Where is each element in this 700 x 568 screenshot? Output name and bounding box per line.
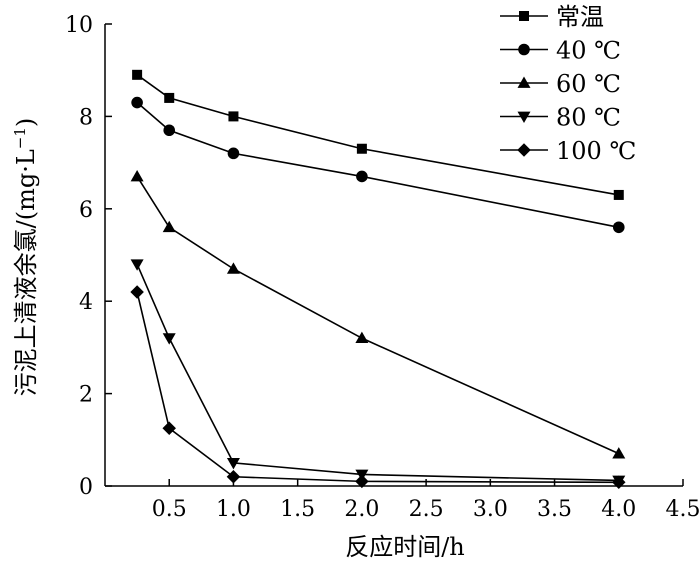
legend-item: 100 ℃ [500,137,636,165]
data-point [228,111,239,122]
legend-marker [517,76,531,88]
legend-item: 40 ℃ [500,37,621,65]
data-point [612,475,626,490]
series-line [136,101,619,229]
y-tick-label: 4 [79,290,93,315]
x-tick-label: 4.0 [601,497,636,522]
legend-label: 60 ℃ [556,70,621,98]
data-point [613,189,624,200]
data-point [163,124,176,137]
x-axis-title: 反应时间/h [345,533,465,561]
legend-label: 100 ℃ [556,137,636,165]
legend-marker [517,143,531,157]
series-line [136,291,619,484]
data-point [612,221,625,234]
series-4 [130,285,626,490]
y-tick-label: 6 [79,198,93,223]
legend-label: 40 ℃ [556,37,621,65]
y-tick-label: 0 [79,475,93,500]
x-tick-label: 2.0 [344,497,379,522]
data-point [132,69,143,80]
x-tick-label: 3.0 [473,497,508,522]
x-tick-label: 1.5 [280,497,315,522]
y-axis-title-exponent: −1 [11,127,29,149]
data-point [227,147,240,160]
y-tick-label: 10 [65,13,93,38]
legend-item: 60 ℃ [500,70,621,98]
data-point [162,421,176,435]
series-layer [130,69,626,490]
data-point [162,220,176,233]
data-point [130,169,144,182]
data-point [226,262,240,274]
axes: 0.5 1.0 1.5 2.0 2.5 3.0 3.5 4.0 4.5 0 2 4 6 8 10 [65,13,700,522]
x-tick-label: 2.5 [409,497,444,522]
legend-marker [517,111,531,123]
series-line [136,263,619,482]
legend-label: 常温 [556,3,604,31]
data-point [355,474,369,489]
y-axis-title-close: ) [12,118,40,127]
legend-marker [518,43,530,56]
y-tick-label: 2 [79,383,93,408]
y-tick-label: 8 [79,105,93,130]
legend: 常温 40 ℃ 60 ℃ 80 ℃ 100 ℃ [500,3,636,165]
legend-marker [519,11,529,21]
data-point [226,458,240,470]
data-point [130,285,144,299]
data-point [226,470,241,484]
series-line [136,74,619,196]
data-point [355,331,369,344]
legend-label: 80 ℃ [556,104,621,132]
x-tick-label: 3.5 [537,497,572,522]
data-point [356,143,367,154]
y-axis-title-main: 污泥上清液余氯/(mg·L [12,149,40,396]
data-point [130,259,144,271]
data-point [612,447,626,459]
series-1 [131,96,625,234]
x-tick-label: 1.0 [216,497,251,522]
series-3 [130,259,626,487]
y-axis-title: 污泥上清液余氯/(mg·L−1) [11,118,40,397]
data-point [162,333,176,345]
data-point [164,92,175,103]
series-line [136,176,620,455]
data-point [356,170,368,183]
x-tick-label: 0.5 [152,497,187,522]
series-2 [130,169,626,459]
legend-item: 80 ℃ [500,104,621,132]
legend-item: 常温 [500,3,604,31]
data-point [131,96,143,109]
x-tick-label: 4.5 [666,497,700,522]
series-0 [132,69,624,200]
